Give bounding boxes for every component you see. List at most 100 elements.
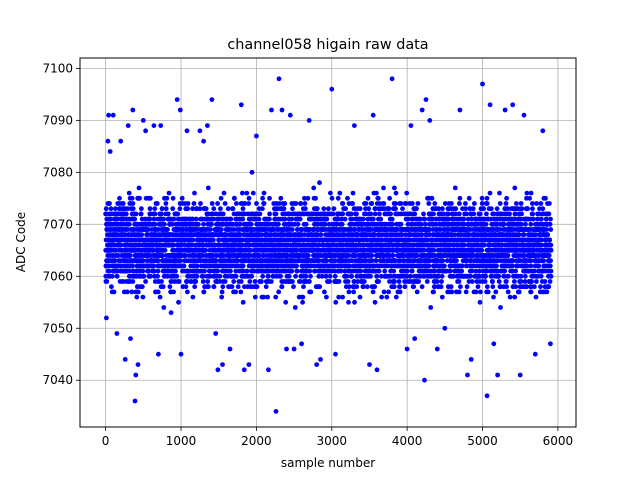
data-point — [289, 216, 295, 222]
data-point — [194, 216, 199, 222]
data-point — [246, 201, 252, 206]
data-point — [169, 221, 175, 227]
data-point — [111, 289, 117, 295]
data-point — [256, 216, 262, 222]
data-point — [162, 221, 167, 227]
data-point — [463, 289, 469, 295]
data-point — [357, 294, 363, 300]
data-point — [289, 227, 295, 232]
data-point — [331, 206, 337, 212]
data-point — [476, 268, 482, 274]
data-point — [318, 232, 324, 238]
data-point — [266, 273, 271, 279]
data-point — [321, 206, 327, 212]
data-point — [261, 294, 267, 300]
data-point — [247, 279, 253, 284]
data-point — [440, 258, 446, 264]
data-point — [295, 227, 300, 232]
data-point — [228, 268, 233, 274]
data-point — [330, 211, 336, 217]
data-point — [336, 279, 342, 284]
data-point — [391, 268, 397, 274]
data-point — [409, 201, 415, 206]
data-point — [408, 273, 413, 279]
data-point — [249, 169, 255, 175]
data-point — [218, 227, 224, 232]
data-point — [164, 195, 170, 201]
data-point — [155, 289, 161, 295]
data-point — [390, 221, 395, 227]
data-point — [191, 201, 197, 206]
data-point — [313, 268, 318, 274]
data-point — [112, 258, 118, 264]
data-point — [115, 216, 120, 222]
data-point — [374, 273, 380, 279]
data-point — [132, 216, 138, 222]
data-point — [441, 211, 446, 217]
data-point — [202, 268, 207, 274]
data-point — [457, 195, 463, 201]
data-point — [233, 289, 239, 295]
data-point — [403, 201, 409, 206]
data-point — [138, 211, 144, 217]
data-point — [215, 268, 221, 274]
data-point — [206, 284, 211, 290]
data-point — [342, 268, 348, 274]
data-point — [155, 227, 161, 232]
data-point — [145, 227, 151, 232]
data-point — [289, 268, 295, 274]
data-point — [267, 211, 272, 217]
data-point — [344, 273, 350, 279]
data-point — [442, 263, 447, 269]
data-point — [475, 284, 481, 290]
data-point — [126, 221, 132, 227]
data-point — [378, 216, 384, 222]
data-point — [165, 227, 170, 232]
data-point — [376, 268, 382, 274]
data-point — [159, 211, 164, 217]
data-point — [477, 299, 483, 305]
data-point — [400, 206, 405, 212]
data-point — [302, 201, 308, 206]
data-point — [200, 242, 206, 248]
data-point — [242, 201, 248, 206]
data-point — [469, 279, 475, 284]
data-point — [374, 190, 379, 196]
data-point — [385, 263, 391, 269]
data-point — [190, 216, 196, 222]
data-point — [432, 268, 437, 274]
data-point — [108, 216, 114, 222]
data-point — [434, 279, 440, 284]
data-point — [240, 263, 246, 269]
data-point — [248, 221, 254, 227]
data-point — [273, 211, 279, 217]
data-point — [148, 273, 154, 279]
data-point — [242, 211, 247, 217]
data-point — [404, 268, 410, 274]
data-point — [222, 201, 228, 206]
data-point — [454, 258, 459, 264]
data-point — [240, 190, 245, 196]
data-point — [433, 221, 439, 227]
data-point — [152, 206, 158, 212]
data-point — [222, 279, 228, 284]
data-point — [109, 273, 115, 279]
data-point — [290, 206, 295, 212]
data-point — [130, 279, 136, 284]
data-point — [200, 273, 206, 279]
data-point — [382, 268, 388, 274]
data-point — [231, 279, 237, 284]
data-point — [419, 284, 425, 290]
data-point — [372, 232, 377, 238]
data-point — [244, 268, 250, 274]
data-point — [177, 206, 183, 212]
data-point — [244, 190, 250, 196]
data-point — [151, 263, 157, 269]
data-point — [181, 263, 187, 269]
data-point — [129, 289, 135, 295]
data-point — [211, 206, 217, 212]
data-point — [333, 299, 339, 305]
data-point — [290, 279, 295, 284]
data-point — [345, 279, 351, 284]
data-point — [225, 273, 231, 279]
